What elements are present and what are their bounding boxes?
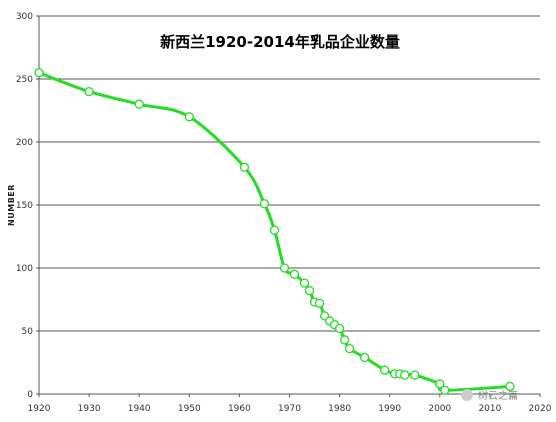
x-tick-label: 2010	[478, 404, 501, 414]
x-tick-label: 1920	[28, 404, 51, 414]
data-point	[269, 225, 280, 235]
watermark-text: 树云之篇	[478, 389, 518, 402]
data-point	[184, 112, 194, 122]
data-point	[440, 385, 450, 395]
y-tick-label: 300	[16, 12, 33, 22]
x-tick-label: 1960	[228, 404, 251, 414]
data-point	[380, 365, 390, 375]
axis-lines	[38, 16, 540, 395]
data-point	[314, 298, 325, 308]
grid-lines	[39, 15, 540, 332]
data-point	[34, 68, 44, 78]
watermark-icon	[461, 389, 473, 401]
y-tick-label: 50	[22, 327, 34, 337]
data-point	[435, 379, 445, 389]
y-tick-label: 150	[16, 201, 33, 211]
x-tick-label: 1950	[178, 404, 201, 414]
y-tick-label: 250	[16, 75, 33, 85]
x-tick-label: 1970	[278, 404, 301, 414]
series-markers	[34, 68, 515, 395]
x-tick-label: 2000	[428, 404, 451, 414]
y-axis-label: NUMBER	[7, 184, 16, 226]
data-point	[334, 323, 345, 334]
data-point	[239, 162, 250, 172]
x-tick-label: 2020	[529, 404, 552, 414]
watermark: 树云之篇	[461, 389, 518, 402]
data-point	[289, 269, 300, 279]
x-tick-label: 1990	[378, 404, 401, 414]
x-tick-label: 1930	[78, 404, 101, 414]
data-point	[400, 370, 410, 380]
data-point	[279, 263, 290, 273]
data-point	[84, 86, 94, 97]
data-point	[339, 335, 350, 345]
x-tick-label: 1940	[128, 404, 151, 414]
chart-title: 新西兰1920-2014年乳品企业数量	[160, 33, 400, 51]
data-point	[410, 370, 420, 380]
y-tick-label: 0	[27, 390, 33, 400]
data-point	[134, 99, 144, 109]
y-tick-label: 200	[16, 138, 33, 148]
data-point	[304, 286, 315, 296]
data-point	[299, 278, 310, 288]
x-axis: 1920 1930 1940 1950 1960 1970 1980 1990 2000 2010…	[28, 394, 552, 414]
data-point	[505, 381, 515, 392]
y-tick-label: 100	[16, 264, 33, 274]
data-point	[359, 352, 370, 363]
data-point	[344, 343, 355, 354]
data-point	[259, 199, 270, 209]
x-tick-label: 1980	[328, 404, 351, 414]
